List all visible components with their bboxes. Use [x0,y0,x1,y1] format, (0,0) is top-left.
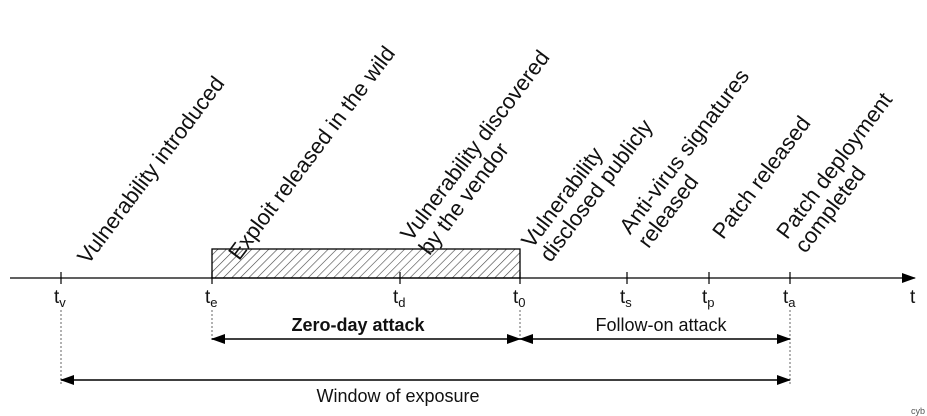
tick-label-td: td [393,288,406,313]
tick-label-ts: ts [620,288,632,313]
tick-label-tp: tp [702,288,715,313]
tick-label-tv: tv [54,288,66,313]
window-of-exposure-label: Window of exposure [316,386,480,406]
tick-base: t [702,287,708,308]
zero-day-period-box [211,248,521,279]
tick-label-t0: t0 [513,288,526,313]
tick-sub: p [707,295,715,310]
zero-day-attack-label: Zero-day attack [291,315,425,335]
tick-sub: e [210,295,218,310]
tick-base: t [393,287,399,308]
tick-base: t [205,287,211,308]
tick-sub: 0 [518,295,526,310]
tick-base: t [783,287,789,308]
corner-watermark-text: cyb [910,406,925,416]
axis-label-t: t [910,287,916,308]
tick-sub: v [59,295,66,310]
tick-base: t [54,287,60,308]
tick-sub: s [625,295,632,310]
tick-base: t [620,287,626,308]
tick-label-te: te [205,288,218,313]
tick-sub: a [788,295,796,310]
tick-sub: d [398,295,406,310]
follow-on-attack-label: Follow-on attack [595,315,727,335]
tick-label-ta: ta [783,288,796,313]
tick-base: t [513,287,519,308]
